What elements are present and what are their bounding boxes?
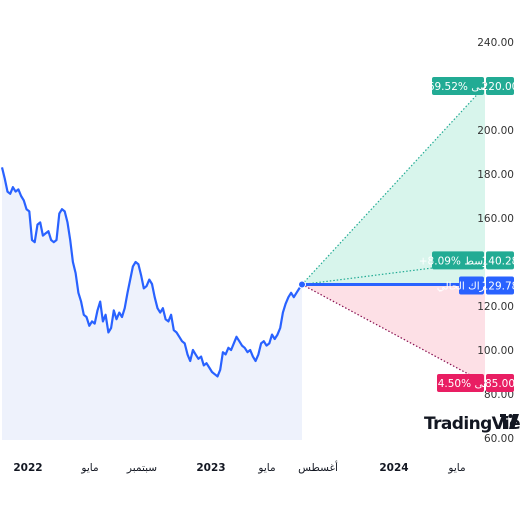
price-area-layer — [2, 167, 302, 440]
x-tick-label: مايو — [80, 462, 98, 474]
current-tag-value-box — [486, 276, 514, 295]
x-tick-label: مايو — [447, 462, 465, 474]
x-tick-label: أغسطس — [298, 460, 338, 474]
tradingview-logo-icon — [500, 414, 519, 429]
x-axis: 2022 مايو سبتمبر 2023 مايو أغسطس 2024 مايو — [13, 460, 465, 474]
average-tag-label-box — [432, 251, 484, 270]
average-tag-value-box — [486, 251, 514, 270]
price-area — [2, 167, 302, 440]
low-tag-value-box — [486, 374, 514, 392]
tradingview-logo[interactable]: TradingView — [424, 414, 520, 434]
x-tick-label: 2023 — [196, 462, 225, 474]
x-tick-label: 2024 — [379, 462, 408, 474]
forecast-low-zone — [302, 284, 485, 383]
high-tag-value: 220.00 — [482, 81, 519, 93]
logo-text: TradingView — [424, 414, 520, 434]
high-tag-value-box — [486, 77, 514, 95]
high-tag-label: +69.52% أقصى — [419, 79, 497, 93]
price-line — [0, 167, 303, 378]
forecast-average-line — [301, 260, 486, 286]
average-tag-value: 140.28 — [482, 255, 519, 267]
x-tick-label: 2022 — [13, 462, 42, 474]
x-tick-label: مايو — [257, 462, 275, 474]
current-tag-value: 129.78 — [482, 280, 519, 292]
y-tick-label: 200.00 — [477, 125, 514, 137]
forecast-layer — [301, 85, 486, 384]
y-tick-label: 240.00 — [477, 37, 514, 49]
y-tick-label: 60.00 — [484, 433, 514, 445]
y-tick-label: 120.00 — [477, 301, 514, 313]
high-tag-label-box — [432, 77, 484, 95]
price-line-layer — [0, 167, 306, 378]
average-tag-label: +8.09% متوسط — [419, 255, 497, 267]
low-tag-label-box — [437, 374, 484, 392]
y-tick-label: 180.00 — [477, 169, 514, 181]
low-tag-label: -34.50% أدنى — [427, 376, 494, 390]
y-tick-label: 100.00 — [477, 345, 514, 357]
forecast-high-line — [301, 85, 486, 285]
x-tick-label: سبتمبر — [126, 462, 157, 474]
low-tag-value: 85.00 — [485, 378, 515, 390]
current-tag-label-box — [459, 276, 484, 295]
current-price-point — [298, 280, 306, 289]
y-tick-label: 160.00 — [477, 213, 514, 225]
